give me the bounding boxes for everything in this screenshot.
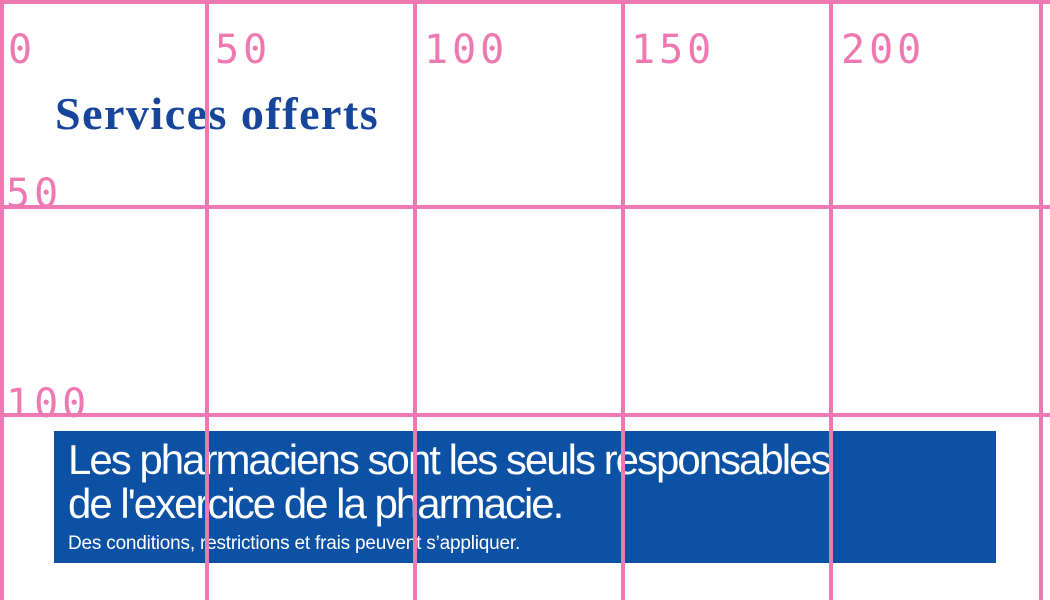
grid-vline-0 — [0, 0, 4, 600]
banner-headline-line2: de l'exercice de la pharmacie. — [68, 480, 564, 527]
grid-column-label-200: 200 — [841, 27, 926, 73]
grid-hline-50 — [0, 205, 1050, 209]
grid-vline-250 — [1039, 0, 1043, 600]
disclaimer-banner: Les pharmaciens sont les seuls responsab… — [54, 431, 996, 563]
grid-column-label-100: 100 — [424, 27, 509, 73]
grid-row-label-100: 100 — [6, 381, 91, 427]
banner-headline: Les pharmaciens sont les seuls responsab… — [68, 438, 982, 526]
page-title: Services offerts — [55, 87, 380, 139]
grid-hline-100 — [0, 413, 1050, 417]
grid-column-label-50: 50 — [215, 27, 272, 73]
grid-column-label-0: 0 — [8, 27, 37, 73]
grid-row-label-50: 50 — [6, 171, 63, 217]
banner-headline-line1: Les pharmaciens sont les seuls responsab… — [68, 436, 831, 483]
grid-column-label-150: 150 — [631, 27, 716, 73]
grid-hline-0 — [0, 0, 1050, 4]
banner-disclaimer: Des conditions, restrictions et frais pe… — [68, 533, 521, 554]
